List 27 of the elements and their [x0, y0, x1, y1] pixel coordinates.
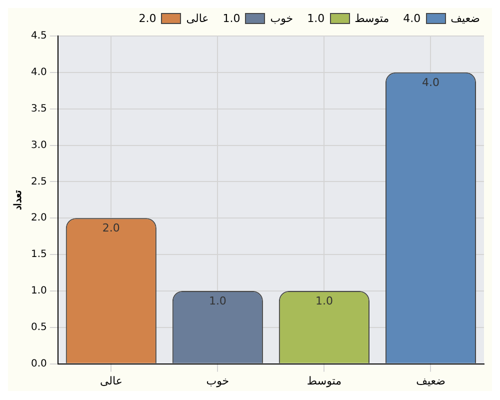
y-tick-label: 1.5	[30, 249, 47, 260]
y-tick-label: 0.5	[30, 322, 47, 333]
legend-label: متوسط	[354, 12, 390, 25]
y-tick-label: 3.5	[30, 103, 47, 114]
x-tick-label: خوب	[206, 374, 230, 388]
data-label: 1.0	[315, 294, 333, 308]
legend-label: خوب	[270, 12, 294, 25]
x-tick-label: ضعیف	[416, 374, 446, 388]
data-label: 1.0	[208, 294, 226, 308]
y-tick-label: 2.5	[30, 176, 47, 188]
text: 1.0	[307, 12, 325, 25]
y-tick-label: 4.0	[30, 67, 47, 78]
x-tick-label: متوسط	[306, 374, 342, 388]
y-tick-label: 1.0	[30, 286, 47, 297]
y-tick-label: 4.5	[30, 30, 47, 42]
text: 1.0	[222, 12, 240, 25]
y-axis-title: تعداد	[12, 190, 24, 210]
text: 4.0	[403, 12, 421, 25]
y-tick-label: 0.0	[30, 358, 47, 370]
data-label: 2.0	[102, 221, 120, 234]
y-tick-label: 2.0	[30, 212, 47, 224]
data-label: 4.0	[422, 76, 440, 89]
legend-label: ضعیف	[450, 12, 480, 25]
y-tick-label: 3.0	[30, 140, 47, 151]
legend-label: عالی	[186, 12, 209, 25]
text: 2.0	[138, 12, 156, 25]
x-tick-label: عالی	[100, 374, 122, 388]
